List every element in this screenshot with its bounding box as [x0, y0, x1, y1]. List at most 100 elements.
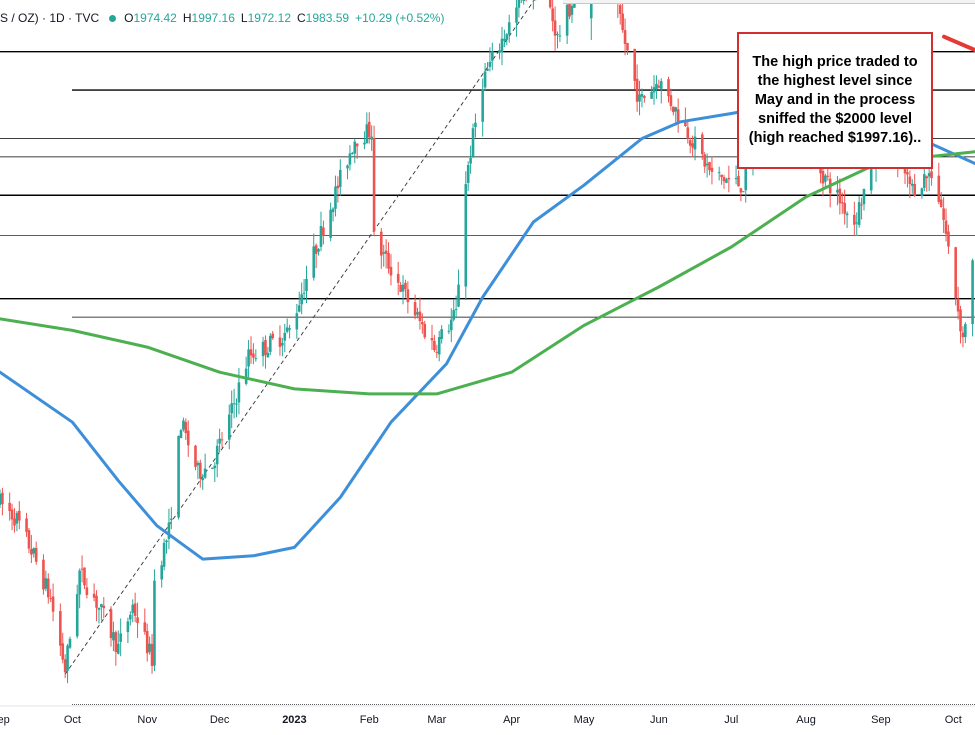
candle-body — [720, 174, 723, 178]
candle-body — [657, 85, 661, 88]
candle-body — [264, 339, 267, 355]
candle-body — [136, 617, 139, 623]
symbol-label[interactable]: S / OZ) · 1D · TVC — [0, 11, 100, 25]
candle-body — [34, 547, 38, 562]
candle-body — [177, 435, 180, 518]
candle-body — [370, 136, 373, 140]
candle-body — [686, 127, 690, 139]
ohlc-legend: S / OZ) · 1D · TVC O 1974.42 H 1997.16 L… — [0, 8, 450, 28]
candle-body — [457, 284, 460, 307]
candle-body — [507, 22, 511, 35]
candle-body — [742, 191, 745, 193]
candle-body — [505, 34, 509, 40]
candle-body — [194, 445, 197, 467]
candle-body — [268, 335, 272, 352]
candle-body — [145, 631, 149, 654]
candle-body — [300, 294, 303, 305]
candle-body — [271, 333, 275, 339]
candle-body — [483, 71, 487, 88]
candle-body — [836, 189, 839, 193]
candle-body — [13, 518, 16, 526]
candle-body — [486, 68, 489, 71]
candle-body — [939, 199, 943, 208]
candle-body — [80, 568, 84, 570]
candle-body — [249, 349, 253, 356]
candle-body — [553, 20, 557, 36]
candle-body — [68, 638, 72, 648]
candle-body — [396, 273, 400, 283]
candle-body — [826, 175, 830, 177]
candle-body — [703, 154, 707, 167]
candle-body — [83, 567, 86, 586]
annotation-text: The high price traded to the highest lev… — [748, 54, 922, 146]
close-label: C — [297, 11, 306, 25]
candle-body — [667, 79, 670, 97]
candle-body — [469, 157, 472, 164]
candle-body — [705, 163, 709, 166]
x-tick-label: Jul — [724, 714, 738, 726]
candle-body — [655, 83, 658, 90]
candle-body — [626, 43, 629, 51]
candle-body — [314, 245, 318, 254]
candle-body — [589, 0, 593, 19]
candle-body — [380, 231, 383, 256]
candle-body — [433, 340, 436, 351]
candle-body — [744, 168, 748, 191]
candle-body — [923, 174, 926, 188]
trendline-group — [64, 0, 535, 675]
candle-body — [838, 188, 842, 204]
x-tick-label: 2023 — [282, 714, 306, 726]
candle-body — [305, 278, 308, 292]
candle-body — [283, 332, 287, 341]
candle-body — [170, 518, 173, 521]
x-tick-label: Dec — [210, 714, 230, 726]
candle-body — [503, 38, 506, 41]
candle-body — [285, 327, 289, 332]
candle-body — [227, 414, 231, 440]
x-tick-label: Mar — [427, 714, 446, 726]
candle-body — [633, 49, 637, 81]
candle-body — [331, 208, 335, 213]
candle-body — [474, 122, 477, 128]
candle-body — [297, 305, 301, 312]
candle-body — [399, 284, 402, 292]
candle-body — [119, 633, 122, 642]
candle-body — [322, 227, 325, 237]
high-label: H — [182, 11, 192, 25]
candle-body — [672, 106, 675, 113]
x-tick-label: Sep — [0, 714, 10, 726]
candle-body — [447, 330, 451, 332]
candle-body — [215, 445, 219, 465]
candle-body — [727, 177, 731, 180]
candle-body — [491, 51, 494, 61]
candle-body — [418, 311, 422, 322]
x-axis: Sep Oct Nov Dec 2023 Feb Mar Apr May Jun Jul Aug Sep… — [0, 705, 975, 726]
candle-body — [416, 312, 419, 315]
candle-body — [295, 313, 299, 330]
candle-body — [464, 184, 468, 287]
candle-body — [319, 226, 323, 247]
candle-body — [739, 188, 743, 193]
candle-body — [693, 136, 697, 150]
x-tick-label: Feb — [360, 714, 379, 726]
candle-body — [384, 250, 388, 254]
candle-body — [498, 50, 501, 53]
high-value: 1997.16 — [191, 11, 235, 25]
change-value: +10.29 (+0.52%) — [355, 11, 445, 25]
candle-body — [568, 3, 571, 17]
candle-body — [133, 603, 137, 616]
candle-body — [652, 87, 656, 93]
candle-body — [160, 565, 163, 580]
candle-body — [722, 177, 726, 182]
x-tick-label: May — [574, 714, 595, 726]
candle-body — [126, 621, 130, 633]
candle-body — [927, 173, 931, 177]
candle-body — [346, 165, 349, 169]
candle-body — [840, 202, 844, 204]
candle-body — [351, 152, 354, 154]
candle-body — [488, 61, 492, 67]
candle-body — [688, 140, 692, 146]
annotation-arrow-group — [941, 34, 975, 53]
candle-body — [25, 518, 28, 532]
candle-body — [717, 172, 721, 174]
